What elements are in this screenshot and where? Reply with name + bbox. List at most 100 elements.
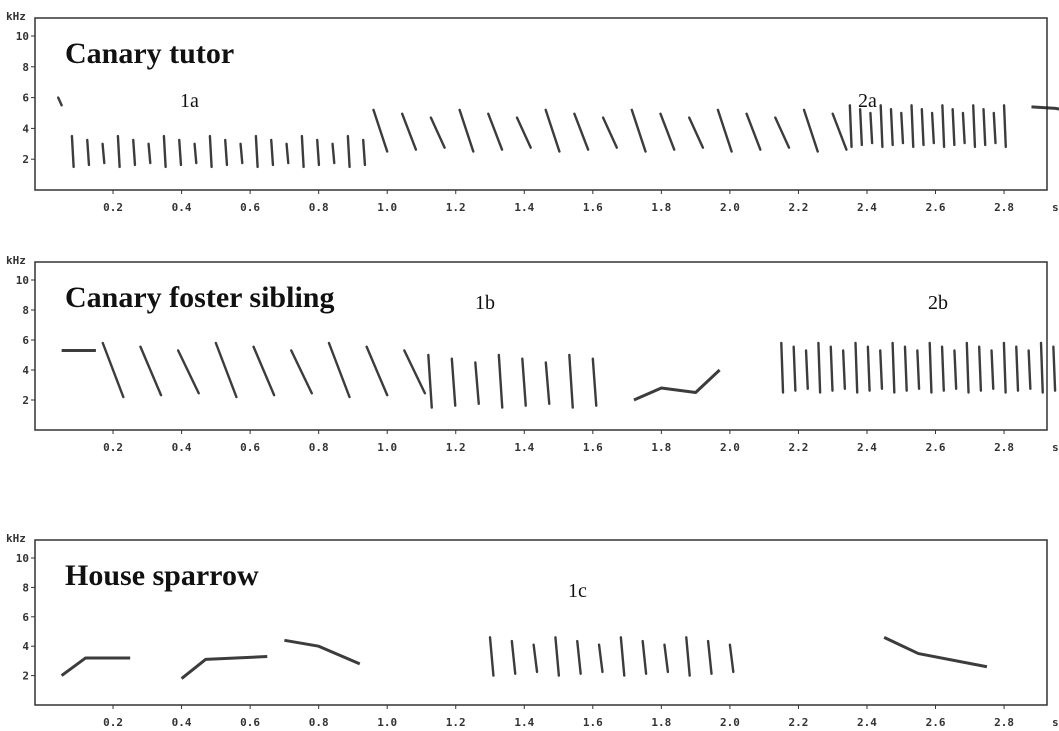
syllable (900, 111, 905, 145)
syllable (365, 345, 389, 397)
syllable (270, 138, 275, 167)
syllable (591, 357, 598, 407)
syllable (331, 142, 336, 165)
y-unit: kHz (6, 254, 26, 267)
x-tick-label: 2.8 (994, 716, 1014, 729)
x-unit: s (1052, 441, 1059, 454)
panel-frame (34, 539, 1048, 706)
syllable (497, 353, 504, 409)
syllable (139, 345, 163, 397)
syllable (920, 107, 925, 147)
syllable (706, 639, 713, 675)
x-tick-label: 0.6 (240, 441, 260, 454)
syllable (116, 134, 121, 169)
syllable (521, 357, 527, 407)
syllable (568, 353, 574, 409)
x-tick-label: 1.8 (651, 441, 671, 454)
y-tick-label: 6 (22, 611, 29, 624)
syllable (573, 112, 590, 151)
y-tick-label: 8 (22, 304, 29, 317)
x-tick-label: 0.4 (172, 716, 192, 729)
syllable (831, 112, 848, 151)
syllable (178, 138, 183, 167)
syllable (400, 112, 418, 151)
syllable (532, 643, 539, 674)
syllable (147, 142, 152, 165)
syllable (659, 112, 676, 151)
syllable (70, 134, 75, 169)
x-tick-label: 0.2 (103, 201, 123, 214)
annotation: 2a (858, 90, 877, 112)
panel-frame (34, 261, 1048, 431)
x-tick-label: 2.4 (857, 716, 877, 729)
syllable (619, 636, 626, 677)
syllable (487, 112, 504, 151)
panel-title: Canary tutor (65, 37, 234, 70)
x-tick-label: 1.2 (446, 441, 466, 454)
syllable (214, 341, 238, 399)
panel-title: Canary foster sibling (65, 281, 334, 314)
syllable (916, 349, 921, 390)
syllable (239, 142, 244, 165)
x-tick-label: 0.6 (240, 716, 260, 729)
syllable (1031, 105, 1059, 111)
syllable (576, 639, 582, 675)
y-tick-label: 4 (22, 122, 29, 135)
syllable (879, 349, 884, 390)
syllable (972, 104, 977, 149)
syllable (180, 654, 268, 680)
syllable (817, 341, 822, 394)
syllable (891, 341, 896, 394)
syllable (953, 349, 958, 390)
x-tick-label: 1.0 (377, 716, 397, 729)
syllable (290, 349, 314, 395)
syllable (965, 341, 970, 394)
syllable (977, 345, 983, 392)
syllable (252, 345, 276, 397)
x-tick-label: 2.6 (926, 716, 946, 729)
y-tick-label: 2 (22, 394, 29, 407)
syllable (60, 656, 131, 677)
annotation: 1a (180, 90, 199, 112)
y-unit: kHz (6, 532, 26, 545)
x-tick-label: 1.0 (377, 201, 397, 214)
syllable (889, 107, 894, 147)
syllable (403, 349, 427, 395)
syllable (601, 116, 619, 149)
x-tick-label: 2.8 (994, 201, 1014, 214)
syllable (193, 142, 198, 165)
syllable (224, 138, 229, 167)
syllable (162, 134, 167, 169)
syllable (327, 341, 351, 399)
y-tick-label: 6 (22, 92, 29, 105)
syllable (745, 112, 762, 151)
syllable (254, 134, 259, 169)
x-tick-label: 1.0 (377, 441, 397, 454)
x-tick-label: 2.0 (720, 441, 740, 454)
x-tick-label: 0.8 (309, 716, 329, 729)
syllable (951, 107, 956, 147)
x-tick-label: 1.2 (446, 716, 466, 729)
syllable (780, 341, 785, 394)
syllable (848, 104, 853, 149)
syllable (841, 349, 847, 390)
syllable (716, 108, 733, 153)
y-tick-label: 10 (16, 552, 29, 565)
syllable (992, 111, 997, 145)
syllable (930, 111, 936, 145)
syllable (630, 108, 647, 153)
annotation: 2b (928, 292, 948, 314)
y-tick-label: 10 (16, 30, 29, 43)
syllable (940, 345, 945, 392)
syllable (316, 138, 321, 167)
panel-frame (34, 17, 1048, 191)
syllable (346, 134, 351, 169)
syllable (829, 345, 834, 392)
y-tick-label: 4 (22, 640, 29, 653)
syllable (208, 134, 213, 169)
syllable (362, 138, 367, 167)
syllable (910, 104, 915, 149)
syllable (429, 116, 446, 149)
syllable (854, 341, 859, 394)
